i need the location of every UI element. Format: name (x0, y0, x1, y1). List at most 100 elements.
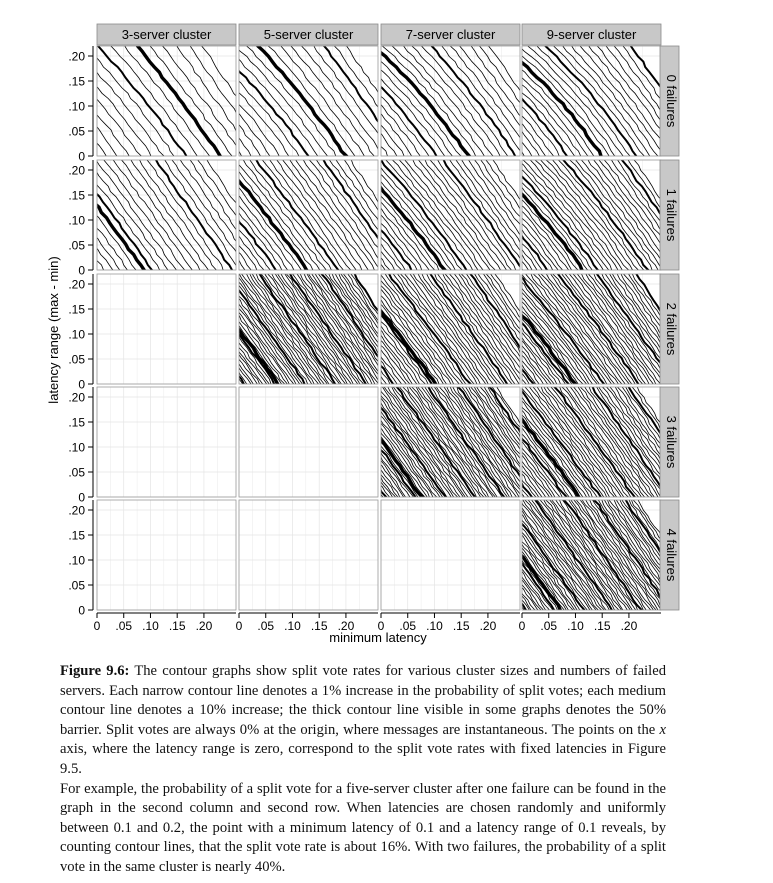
contour-line-medium (381, 364, 395, 384)
contour-line (532, 387, 616, 497)
contour-line-medium (469, 274, 520, 350)
contour-line (381, 464, 405, 497)
contour-line (483, 387, 520, 443)
contour-group (381, 160, 520, 270)
contour-line (387, 387, 466, 497)
contour-line (239, 298, 301, 384)
contour-line (381, 431, 428, 497)
contour-line (381, 113, 413, 156)
y-tick-label: 0 (78, 150, 85, 164)
contour-line (562, 46, 651, 156)
y-tick-label: .10 (68, 554, 85, 568)
panel (238, 386, 379, 498)
contour-line (239, 80, 300, 156)
contour-line-medium (629, 46, 661, 90)
contour-line (383, 387, 464, 497)
contour-group (381, 274, 520, 384)
caption-p1-before: The contour graphs show split vote rates… (60, 663, 666, 738)
contour-line-medium (381, 448, 417, 497)
contour-line-50pct (239, 178, 309, 270)
contour-line (522, 478, 537, 497)
contour-line (522, 350, 549, 384)
contour-line (522, 217, 564, 270)
y-tick-label: .15 (68, 189, 85, 203)
contour-line (522, 592, 536, 610)
contour-line (587, 160, 661, 261)
contour-line (392, 387, 473, 497)
caption-paragraph-2: For example, the probability of a split … (60, 780, 666, 875)
contour-line (522, 336, 558, 384)
contour-line-medium (522, 275, 606, 384)
y-tick-label: .05 (68, 239, 85, 253)
contour-line (412, 160, 496, 270)
contour-line (522, 506, 597, 610)
contour-line (545, 160, 633, 270)
contour-line (255, 274, 334, 384)
contour-line (316, 160, 378, 248)
contour-line (164, 160, 236, 267)
contour-line (403, 46, 494, 156)
contour-line-medium (381, 313, 434, 384)
contour-line (628, 500, 661, 552)
contour-line (598, 160, 661, 246)
contour-line (522, 451, 556, 497)
contour-line-medium (522, 321, 570, 384)
contour-line (381, 422, 434, 497)
contour-line (381, 455, 411, 497)
contour-line (598, 500, 661, 593)
contour-line (536, 387, 618, 497)
row-label: 0 failures (664, 75, 679, 128)
panel-border (96, 45, 237, 157)
contour-line (636, 387, 661, 424)
panel-background (97, 46, 236, 156)
contour-line (112, 160, 193, 270)
y-tick-label: .20 (68, 164, 85, 178)
contour-line (522, 513, 591, 610)
contour-line-medium (320, 274, 378, 359)
contour-line (381, 459, 406, 497)
contour-line (381, 340, 413, 384)
contour-line (381, 394, 455, 497)
contour-line (522, 340, 555, 384)
contour-line (620, 274, 661, 336)
contour-line-medium (381, 405, 448, 497)
contour-line (604, 500, 661, 586)
contour-line (162, 46, 236, 147)
contour-line (239, 204, 289, 270)
contour-line-medium (258, 274, 337, 384)
contour-line (619, 500, 661, 563)
contour-line (381, 46, 477, 156)
contour-line-medium (381, 160, 468, 270)
contour-line (351, 160, 378, 203)
axes-layer: 0.05.10.15.200.05.10.15.200.05.10.15.200… (68, 46, 661, 633)
contour-line (617, 387, 661, 451)
contour-line (522, 228, 554, 270)
contour-line (318, 274, 378, 362)
contour-line (439, 387, 517, 497)
contour-line (239, 325, 283, 384)
contour-group (239, 274, 378, 384)
contour-line (397, 274, 478, 384)
contour-line (522, 242, 543, 270)
contour-line (536, 500, 615, 610)
contour-line (522, 77, 589, 156)
contour-line (441, 46, 520, 152)
contour-line (406, 387, 485, 497)
contour-line (551, 500, 631, 610)
contour-line-medium (522, 367, 535, 384)
contour-group (522, 46, 661, 156)
contour-line (404, 160, 491, 270)
row-strip (659, 386, 680, 498)
contour-line (522, 400, 593, 497)
contour-line (97, 57, 175, 156)
contour-line (239, 303, 297, 384)
contour-line (249, 274, 328, 384)
contour-line (491, 387, 520, 428)
contour-line (381, 294, 447, 384)
contour-line (424, 160, 507, 270)
contour-line (343, 274, 378, 325)
contour-line (613, 46, 661, 112)
contour-line (239, 137, 252, 156)
contour-line-medium (353, 274, 378, 313)
panel-border (238, 159, 379, 271)
